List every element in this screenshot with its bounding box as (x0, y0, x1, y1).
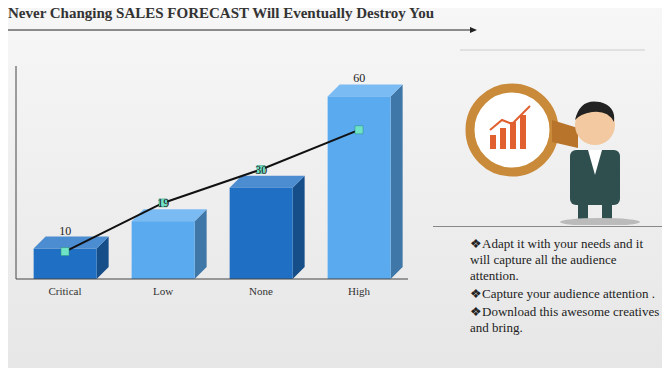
svg-text:10: 10 (59, 224, 71, 238)
svg-text:60: 60 (353, 71, 365, 85)
svg-text:Critical: Critical (49, 285, 82, 297)
svg-text:19: 19 (157, 196, 169, 210)
svg-text:30: 30 (255, 163, 267, 177)
svg-text:High: High (348, 285, 371, 297)
html-text:Never Changing SALES FORECAST: Never Changing SALES FORECAST Will Event… (8, 5, 435, 21)
html-text:❖Capture your audience attenti: ❖Capture your audience attention . (470, 286, 655, 301)
html-text:❖Adapt it with your needs and: ❖Adapt it with your needs and it will ca… (470, 236, 643, 283)
svg-text:None: None (249, 285, 273, 297)
html-text:❖Download this awesome creativ: ❖Download this awesome creatives and bri… (470, 304, 660, 335)
svg-text:Low: Low (153, 285, 173, 297)
